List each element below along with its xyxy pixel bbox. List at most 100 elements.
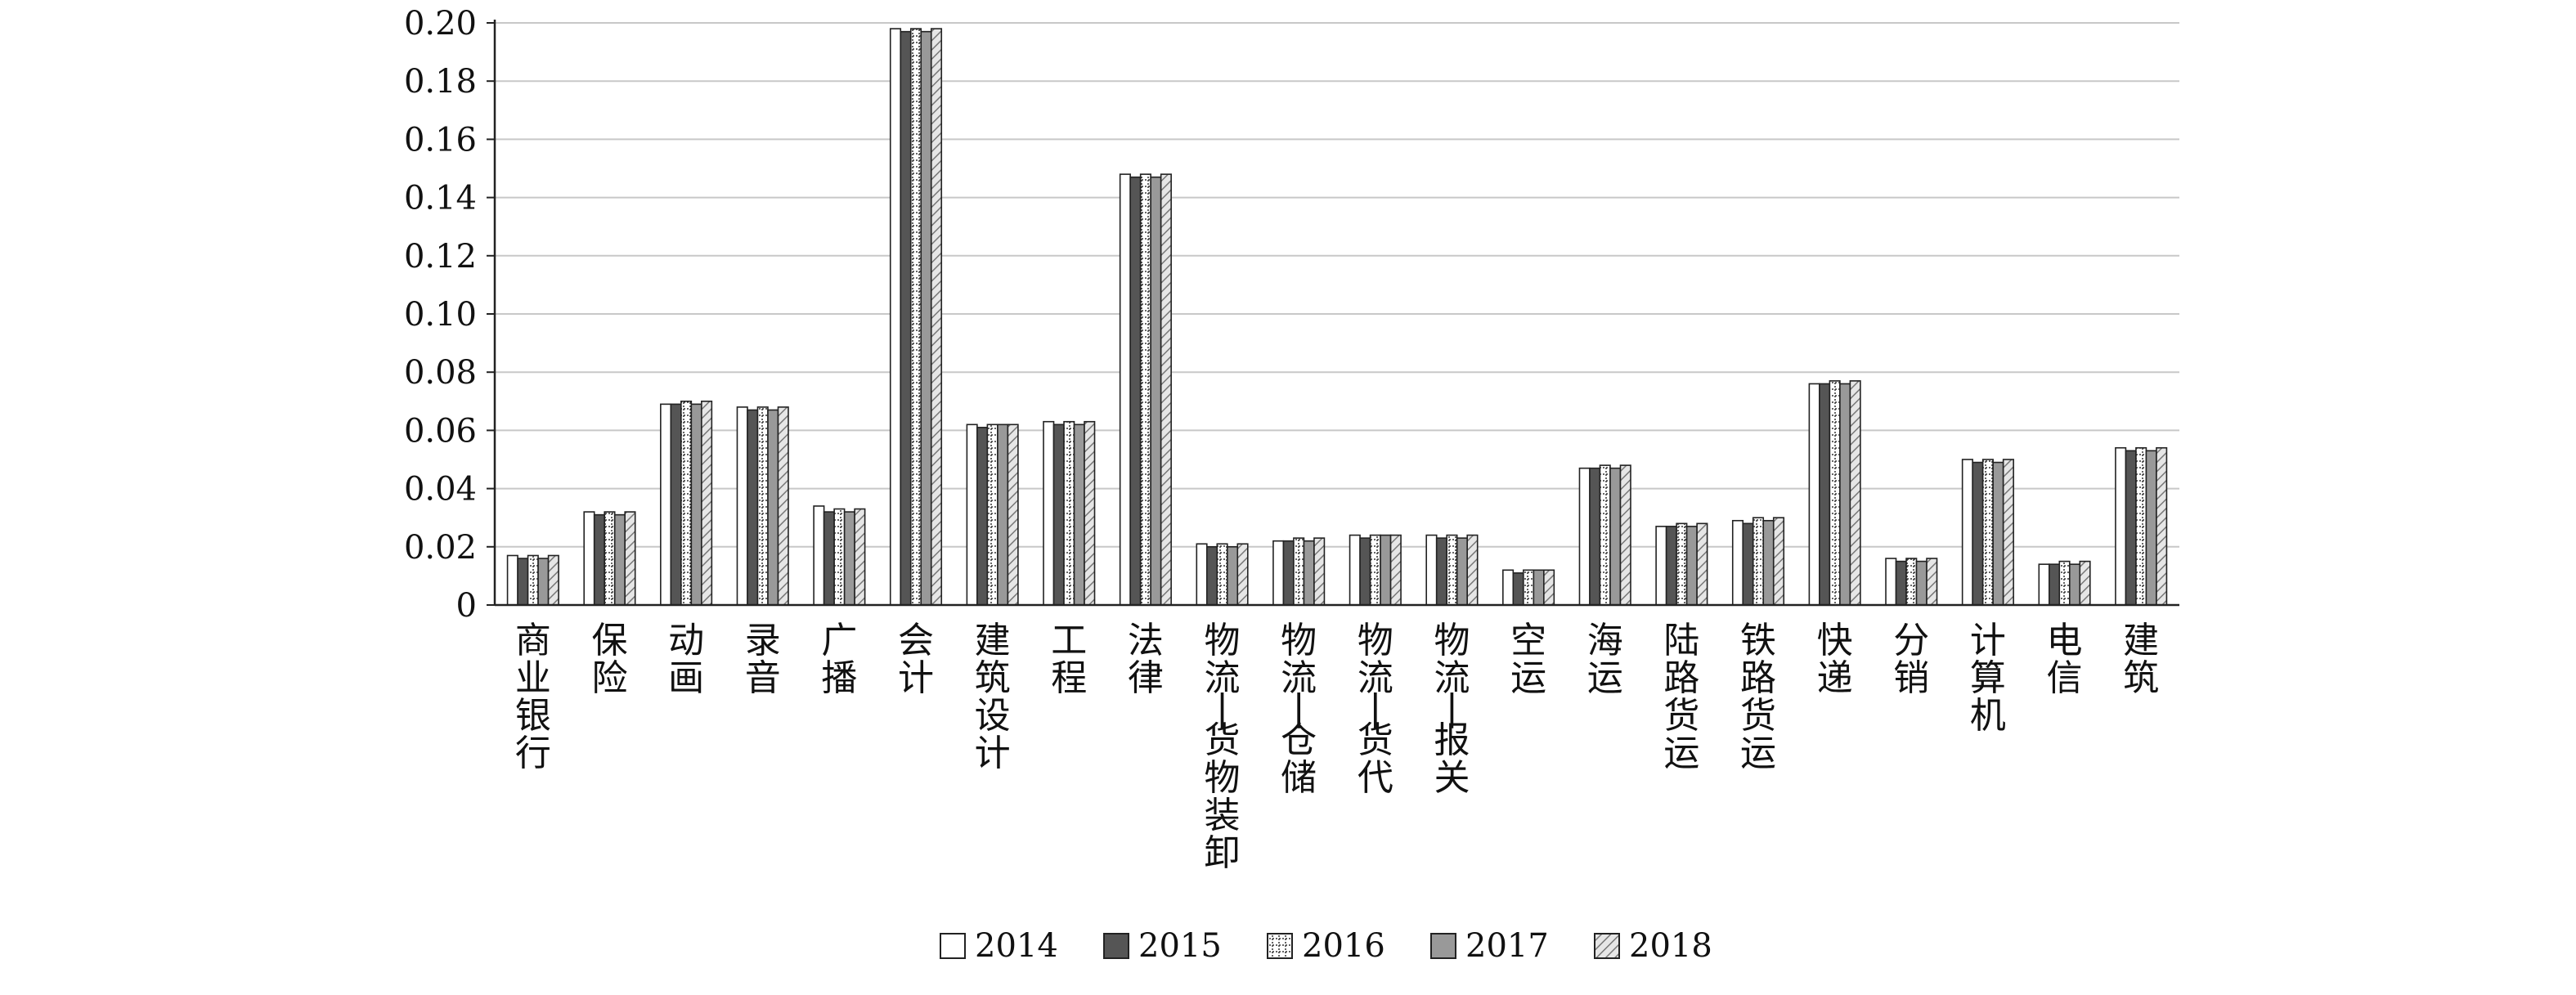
legend-label: 2015 [1138, 927, 1222, 965]
bar-2016-5 [909, 28, 922, 606]
legend-label: 2018 [1629, 927, 1712, 965]
bar-2014-17 [1808, 383, 1820, 606]
bar-2014-18 [1885, 558, 1897, 606]
bar-2018-17 [1849, 380, 1861, 606]
y-tick-label: 0.16 [404, 121, 477, 159]
legend-swatch-2016 [1267, 933, 1293, 959]
bar-2014-21 [2115, 446, 2127, 606]
y-tick-label: 0.02 [404, 529, 477, 567]
bar-2016-4 [833, 508, 846, 606]
legend-label: 2016 [1302, 927, 1385, 965]
x-tick-label: 海运 [1587, 620, 1623, 699]
bar-2015-3 [747, 409, 759, 606]
bar-2018-14 [1619, 464, 1631, 606]
bar-2018-1 [624, 511, 636, 606]
bar-2014-7 [1043, 420, 1055, 606]
bar-2015-8 [1129, 176, 1142, 606]
x-tick-label: 计算机 [1970, 620, 2006, 737]
x-tick-label: 空运 [1510, 620, 1546, 699]
y-tick-label: 0.18 [404, 63, 477, 101]
x-tick-label: 广播 [821, 620, 857, 699]
y-tick-label: 0.04 [404, 471, 477, 509]
bar-2018-16 [1772, 517, 1785, 606]
bar-2018-10 [1313, 537, 1326, 606]
legend-swatch-2015 [1103, 933, 1129, 959]
x-tick-label: 快递 [1817, 620, 1853, 699]
bar-2018-8 [1160, 173, 1172, 606]
x-tick-label: 建筑 [2123, 620, 2159, 699]
y-tick-label: 0.20 [404, 5, 477, 43]
bar-2016-13 [1523, 569, 1535, 606]
bar-2017-20 [2068, 563, 2081, 606]
bar-2015-16 [1742, 522, 1754, 606]
bar-2016-16 [1752, 517, 1765, 606]
bar-2018-9 [1236, 543, 1249, 606]
bar-2014-10 [1272, 540, 1285, 606]
bar-2016-12 [1446, 534, 1458, 606]
bar-2014-9 [1196, 543, 1208, 606]
bar-2016-19 [1981, 459, 1994, 606]
x-tick-label: 建筑设计 [975, 620, 1011, 774]
bar-2015-1 [593, 513, 606, 606]
bar-2017-9 [1226, 545, 1239, 606]
bar-2015-2 [670, 403, 682, 606]
bar-2015-5 [900, 30, 912, 606]
legend: 2014 2015 2016 2017 2018 [940, 927, 1712, 965]
x-tick-label: 会计 [898, 620, 934, 699]
bar-2017-0 [537, 558, 550, 606]
bar-2015-11 [1359, 537, 1371, 606]
bar-2016-9 [1216, 543, 1228, 606]
legend-swatch-2014 [940, 933, 966, 959]
bar-2014-19 [1961, 459, 1973, 606]
bar-2015-10 [1282, 540, 1295, 606]
x-tick-label: 保险 [591, 620, 627, 699]
y-tick-label: 0.08 [404, 354, 477, 392]
bars [506, 28, 2168, 606]
y-tick-label: 0.10 [404, 296, 477, 334]
x-tick-label: 工程 [1051, 620, 1087, 699]
legend-swatch-2018 [1594, 933, 1620, 959]
bar-2014-12 [1425, 534, 1438, 606]
bar-2018-3 [777, 406, 789, 606]
bar-2018-5 [930, 28, 943, 606]
bar-2015-19 [1972, 461, 1984, 606]
bar-2015-4 [823, 511, 835, 606]
bar-2016-1 [604, 511, 616, 606]
bar-2014-3 [736, 406, 748, 606]
bar-2017-16 [1762, 519, 1775, 606]
bar-2016-8 [1139, 173, 1151, 606]
bar-2016-10 [1293, 537, 1305, 606]
bar-2017-3 [767, 409, 779, 606]
bar-2014-2 [660, 403, 672, 606]
x-tick-label: 铁路货运 [1740, 620, 1776, 774]
legend-swatch-2017 [1430, 933, 1456, 959]
bar-2017-18 [1915, 560, 1928, 606]
x-tick-label: 物流|报关 [1434, 620, 1470, 799]
bar-2014-5 [889, 28, 902, 606]
bar-2014-8 [1119, 173, 1131, 606]
bar-2018-6 [1007, 424, 1019, 606]
bar-2016-18 [1905, 558, 1918, 606]
x-tick-label: 分销 [1893, 620, 1929, 699]
bar-2014-4 [813, 505, 825, 606]
bar-2018-13 [1543, 569, 1555, 606]
bar-2017-15 [1685, 526, 1698, 606]
bar-2016-6 [986, 424, 999, 606]
bar-2018-12 [1466, 534, 1479, 606]
bar-2017-13 [1533, 569, 1545, 606]
legend-label: 2017 [1465, 927, 1549, 965]
y-tick-label: 0.06 [404, 412, 477, 450]
bar-2018-20 [2079, 560, 2091, 606]
x-tick-label: 陆路货运 [1663, 620, 1699, 774]
bar-2016-3 [756, 406, 769, 606]
x-tick-label: 法律 [1128, 620, 1164, 699]
bar-2018-15 [1696, 522, 1708, 606]
bar-2017-8 [1150, 176, 1162, 606]
bar-2014-13 [1502, 569, 1515, 606]
bar-2018-19 [2002, 459, 2014, 606]
bar-2017-17 [1839, 383, 1851, 606]
y-tick-label: 0.12 [404, 238, 477, 276]
x-tick-label: 物流|货物装卸 [1205, 620, 1241, 874]
bar-2018-21 [2156, 446, 2168, 606]
